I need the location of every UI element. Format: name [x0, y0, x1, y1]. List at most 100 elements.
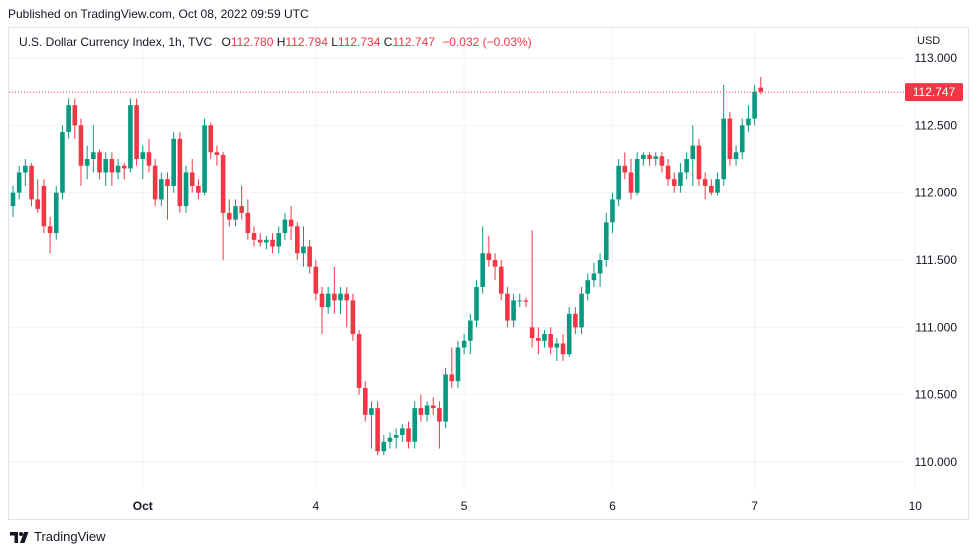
- candle-body: [97, 152, 102, 173]
- candle-body: [684, 159, 689, 173]
- x-tick-label: 7: [751, 499, 758, 513]
- candle-body: [91, 152, 96, 159]
- candle-body: [270, 239, 275, 247]
- candle-body: [560, 343, 566, 355]
- symbol-title: U.S. Dollar Currency Index, 1h, TVC: [19, 35, 213, 49]
- candle-body: [517, 300, 523, 302]
- open-value: 112.780: [230, 35, 274, 49]
- close-label: C: [383, 35, 393, 49]
- x-tick-label: 10: [909, 499, 923, 513]
- candle-body: [60, 132, 65, 193]
- candle-body: [276, 233, 282, 247]
- candle-body: [696, 145, 702, 180]
- candle-body: [35, 199, 41, 209]
- candle-body: [739, 125, 745, 153]
- candle-body: [733, 152, 739, 159]
- candle-body: [72, 105, 78, 126]
- candle-body: [29, 165, 34, 200]
- candle-body: [591, 273, 597, 281]
- candle-body: [66, 105, 71, 133]
- candle-body: [579, 293, 584, 328]
- candle-body: [498, 266, 504, 294]
- candle-body: [406, 428, 411, 442]
- candle-body: [245, 212, 251, 234]
- candle-body: [542, 334, 547, 341]
- candle-body: [344, 293, 350, 301]
- x-tick-label: 4: [312, 499, 319, 513]
- candle-body: [115, 165, 121, 173]
- candle-body: [437, 408, 442, 422]
- time-axis: Oct 4 5 6 7 10: [133, 499, 923, 513]
- candle-body: [152, 165, 158, 200]
- candle-body: [171, 138, 176, 186]
- candle-body: [338, 293, 343, 301]
- last-price-label: 112.747: [913, 85, 956, 99]
- candle-body: [183, 172, 189, 207]
- candle-body: [313, 266, 319, 294]
- high-label: H: [276, 35, 286, 49]
- candle-body: [455, 347, 461, 382]
- candle-body: [474, 286, 479, 321]
- candle-body: [486, 253, 492, 260]
- candle-body: [146, 152, 152, 166]
- candle-body: [177, 138, 183, 207]
- candle-body: [84, 159, 90, 166]
- candle-body: [214, 152, 220, 155]
- candle-body: [233, 206, 238, 220]
- candle-body: [121, 165, 127, 169]
- candle-body: [393, 435, 399, 438]
- candle-body: [325, 293, 331, 308]
- candle-body: [227, 212, 232, 220]
- grid-lines: [9, 28, 916, 490]
- candle-body: [381, 441, 387, 452]
- candle-body: [103, 159, 108, 173]
- x-tick-label: 6: [609, 499, 616, 513]
- candle-body: [294, 226, 300, 254]
- high-value: 112.794: [285, 35, 328, 49]
- candle-body: [536, 338, 541, 341]
- candle-body: [665, 165, 671, 180]
- candle-body: [480, 253, 485, 287]
- candle-body: [443, 374, 448, 422]
- candle-body: [566, 313, 572, 355]
- candle-body: [78, 125, 84, 166]
- tradingview-brand[interactable]: TradingView: [10, 529, 106, 544]
- low-label: L: [331, 35, 338, 49]
- open-label: O: [221, 35, 231, 49]
- tradingview-logo-icon: [10, 530, 30, 544]
- candle-body: [128, 105, 133, 169]
- candle-body: [202, 125, 207, 193]
- candle-body: [350, 300, 356, 335]
- last-price-tag: [905, 83, 963, 102]
- y-tick-label: 110.500: [915, 388, 958, 402]
- candle-body: [752, 91, 757, 119]
- candle-body: [332, 293, 337, 301]
- change-value: −0.032 (−0.03%): [442, 35, 532, 49]
- chart-frame[interactable]: [8, 27, 969, 520]
- candle-body: [492, 260, 498, 267]
- candle-body: [603, 222, 609, 260]
- close-value: 112.747: [392, 35, 435, 49]
- candle-body: [10, 192, 16, 207]
- candle-body: [597, 260, 603, 274]
- candle-body: [257, 239, 263, 243]
- candle-body: [709, 185, 714, 193]
- candle-body: [23, 165, 28, 173]
- candle-body: [362, 387, 368, 415]
- candle-body: [727, 118, 733, 159]
- currency-label: USD: [917, 35, 941, 47]
- low-value: 112.734: [337, 35, 381, 49]
- candle-body: [523, 300, 529, 302]
- y-tick-label: 111.000: [915, 320, 957, 334]
- candle-body: [208, 125, 214, 153]
- y-tick-label: 111.500: [915, 253, 957, 267]
- price-axis: 113.000 112.500 112.000 111.500 111.000 110.5…: [915, 51, 958, 469]
- candle-body: [511, 300, 516, 321]
- candle-body: [140, 152, 146, 159]
- candle-body: [690, 145, 696, 159]
- candle-body: [251, 233, 257, 240]
- candle-body: [758, 87, 764, 92]
- candle-body: [109, 159, 115, 173]
- y-tick-label: 112.500: [915, 118, 958, 132]
